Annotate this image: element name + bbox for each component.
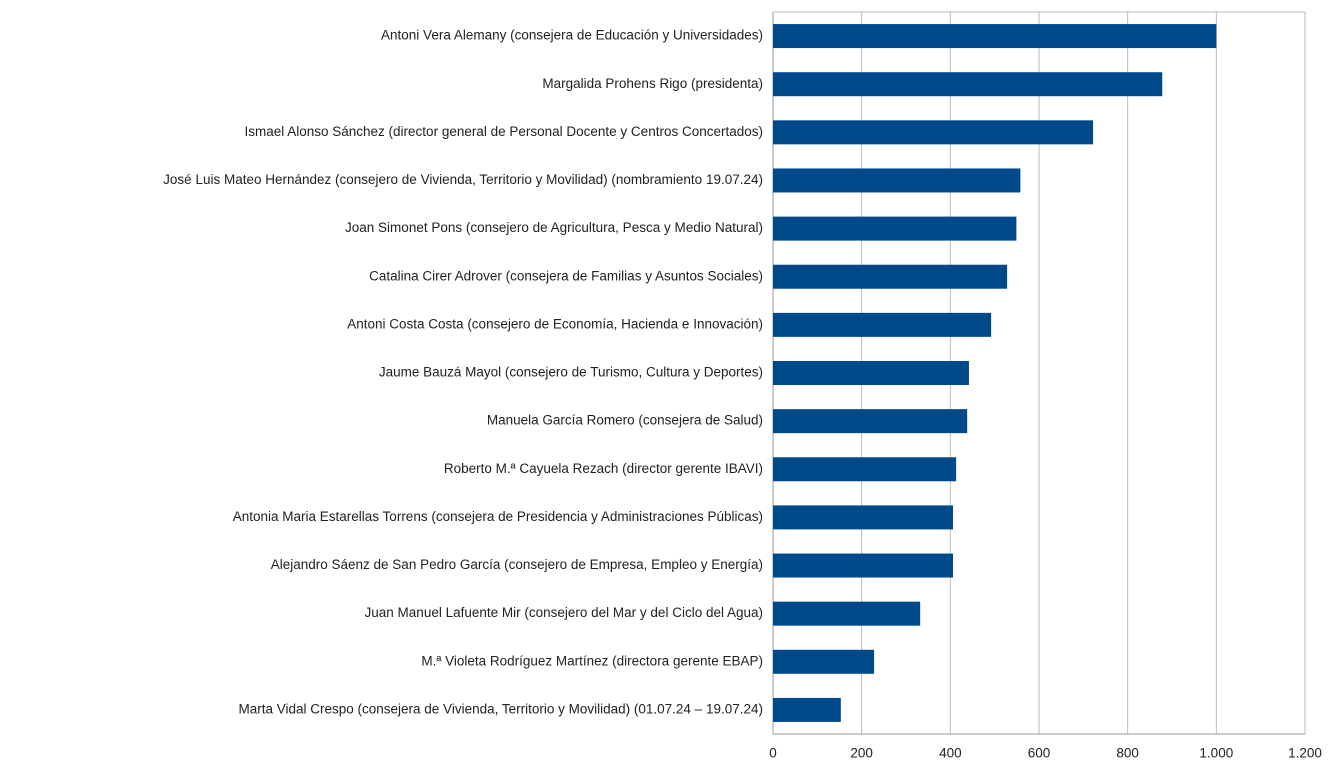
y-tick-label: Antoni Vera Alemany (consejera de Educac…: [381, 28, 763, 43]
bar: [773, 697, 841, 722]
x-tick-label: 400: [939, 746, 962, 761]
bar: [773, 601, 921, 626]
x-tick-label: 1.000: [1199, 746, 1233, 761]
y-tick-label: Juan Manuel Lafuente Mir (consejero del …: [365, 605, 763, 620]
x-tick-label: 1.200: [1288, 746, 1322, 761]
y-tick-label: Marta Vidal Crespo (consejera de Viviend…: [238, 701, 763, 716]
y-tick-label: Margalida Prohens Rigo (presidenta): [542, 76, 763, 91]
x-tick-label: 600: [1028, 746, 1051, 761]
y-tick-label: Antoni Costa Costa (consejero de Economí…: [347, 316, 763, 331]
bar: [773, 457, 957, 482]
y-tick-label: Joan Simonet Pons (consejero de Agricult…: [345, 220, 763, 235]
bar: [773, 361, 969, 385]
y-tick-label: Ismael Alonso Sánchez (director general …: [244, 124, 763, 139]
x-tick-label: 800: [1116, 746, 1139, 761]
bar: [773, 409, 968, 434]
bar: [773, 505, 953, 530]
y-tick-label: José Luis Mateo Hernández (consejero de …: [163, 172, 763, 187]
bar: [773, 72, 1163, 97]
bar: [773, 120, 1094, 145]
bar: [773, 216, 1017, 241]
y-tick-label: Roberto M.ª Cayuela Rezach (director ger…: [444, 461, 763, 476]
bar: [773, 168, 1021, 193]
y-tick-label: Alejandro Sáenz de San Pedro García (con…: [271, 557, 763, 572]
bar: [773, 312, 992, 337]
x-tick-label: 200: [850, 746, 873, 761]
bar: [773, 649, 875, 674]
x-tick-label: 0: [769, 746, 777, 761]
bar: [773, 24, 1217, 49]
y-tick-label: Antonia Maria Estarellas Torrens (consej…: [233, 509, 763, 524]
y-tick-label: Jaume Bauzá Mayol (consejero de Turismo,…: [379, 365, 763, 380]
y-tick-label: Manuela García Romero (consejera de Salu…: [487, 413, 763, 428]
bar: [773, 553, 953, 578]
y-tick-label: M.ª Violeta Rodríguez Martínez (director…: [421, 653, 763, 668]
bar: [773, 264, 1008, 289]
y-tick-label: Catalina Cirer Adrover (consejera de Fam…: [369, 268, 763, 283]
